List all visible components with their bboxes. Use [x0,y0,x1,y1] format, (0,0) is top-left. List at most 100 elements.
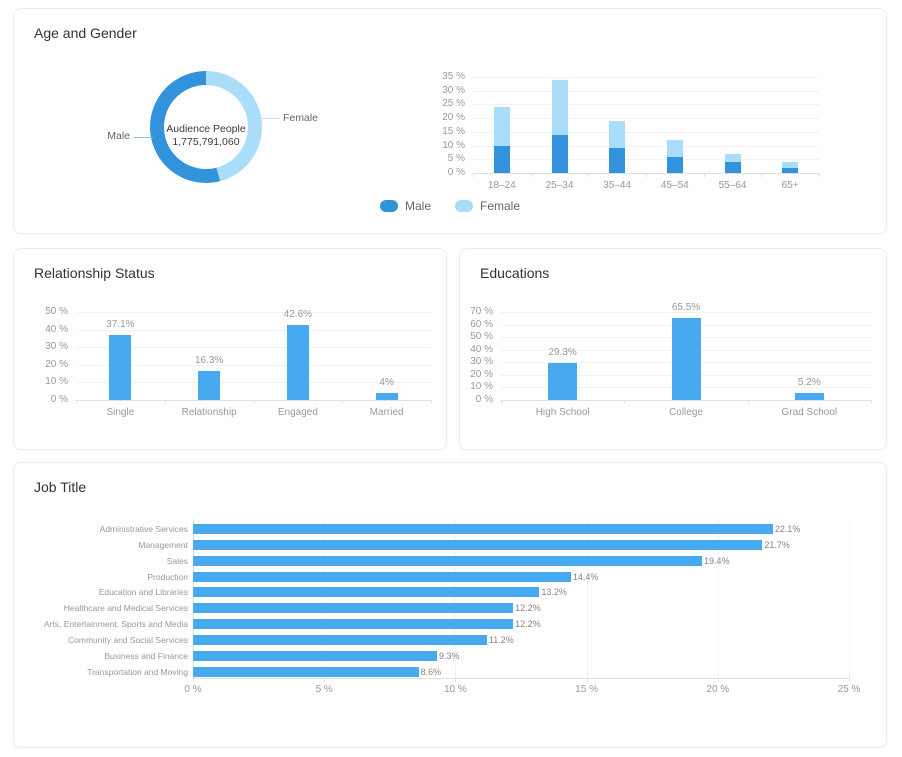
y-axis-tick-label: 60 % [470,318,493,330]
panel-age-and-gender: Age and Gender Audience People 1,775,791… [13,8,887,234]
x-axis-tick [253,400,255,404]
y-axis-tick-label: 20 % [442,112,465,124]
bar-business-and-finance[interactable] [193,650,438,661]
bar-single[interactable] [109,334,132,400]
bar-value-label: 5.2% [797,377,821,389]
y-axis-tick-label: 0 % [50,394,68,405]
gridline [473,145,819,147]
gridline [473,118,819,120]
male-connector-line [134,137,153,138]
panel-relationship-status: Relationship Status 0 % 10 % 20 % 30 % 40 % 5… [13,248,447,450]
x-axis-tick-label: 15 % [575,684,598,695]
x-axis-tick [871,400,872,404]
bar-management[interactable] [193,539,763,550]
bar-male-45-54[interactable] [666,156,683,173]
y-axis-tick-label: 35 % [442,71,465,82]
legend-label-male: Male [404,199,431,213]
x-axis-tick [530,173,532,177]
bar-transportation-and-moving[interactable] [193,666,419,677]
gridline [473,159,819,161]
bar-administrative-services[interactable] [193,524,773,534]
row-label: Management [138,539,188,550]
y-axis-tick-label: 30 % [470,356,493,368]
y-axis-tick-label: 20 % [470,368,493,380]
bar-male-25-34[interactable] [551,134,568,173]
bar-value-label: 21.7% [764,539,790,550]
row-label: Education and Libraries [98,587,188,598]
bar-education-and-libraries[interactable] [193,587,540,598]
bar-male-65+[interactable] [782,167,799,173]
gridline [717,519,719,678]
bar-married[interactable] [375,392,398,400]
bar-relationship[interactable] [198,371,221,400]
row-label: Sales [166,555,188,566]
y-axis-tick-label: 30 % [45,341,68,353]
gridline [76,364,431,366]
legend-item-female[interactable]: Female [455,199,520,213]
bar-college[interactable] [671,317,701,400]
legend-item-male[interactable]: Male [379,199,431,213]
gridline [76,382,431,384]
x-axis-category-label: Single [106,407,135,418]
bar-female-45-54[interactable] [666,140,683,157]
y-axis-tick-label: 0 % [447,167,465,178]
row-label: Administrative Services [99,524,188,534]
row-label: Business and Finance [104,650,188,661]
x-axis-tick [703,173,705,177]
x-axis-tick [588,173,590,177]
bar-value-label: 16.3% [194,355,224,367]
male-swatch [379,200,398,212]
y-axis-tick-label: 15 % [442,125,465,137]
x-axis-category-label: College [669,407,703,418]
donut-label-female: Female [283,112,319,124]
gridline [473,131,819,133]
gender-legend: Male Female [14,199,886,213]
y-axis-tick-label: 10 % [470,381,493,393]
educations-chart: 0 % 10 % 20 % 30 % 40 % 50 % 60 % 70 % 29.3% High… [460,249,886,449]
y-axis-tick-label: 10 % [45,376,68,388]
bar-female-55-64[interactable] [724,153,741,163]
panel-title-relationship-status: Relationship Status [34,265,155,281]
gridline [76,347,431,349]
x-axis-tick [76,400,77,404]
bar-value-label: 19.4% [704,555,730,566]
bar-production[interactable] [193,571,571,582]
bar-value-label: 11.2% [488,634,514,645]
y-axis-line [193,519,194,678]
bar-female-65+[interactable] [782,162,799,168]
x-axis-category-label: Married [369,407,404,418]
gridline [473,104,819,106]
bar-engaged[interactable] [286,325,309,400]
bar-male-18-24[interactable] [493,145,510,173]
bar-female-25-34[interactable] [551,79,568,135]
row-label: Healthcare and Medical Services [63,603,188,614]
bar-community-and-social-services[interactable] [193,634,487,645]
x-axis-category-label: 35–44 [603,180,632,191]
panel-job-title: Job Title 0 % 5 % 10 % 15 % 20 % 25 % Administ… [13,462,887,748]
gridline [76,329,431,331]
bar-value-label: 9.3% [439,650,460,661]
panel-educations: Educations 0 % 10 % 20 % 30 % 40 % 50 % 60 % 70… [459,248,887,450]
gridline [324,519,326,678]
x-axis-tick-label: 0 % [184,684,202,695]
bar-arts-entertainment-sports-and-media[interactable] [193,619,514,630]
bar-female-35-44[interactable] [609,120,626,149]
bar-male-35-44[interactable] [609,148,626,173]
bar-value-label: 65.5% [671,301,701,313]
x-axis-tick [717,678,719,682]
x-axis-category-label: 18–24 [487,180,516,191]
bar-grad-school[interactable] [794,393,824,400]
row-label: Arts, Entertainment, Sports and Media [43,619,188,630]
x-axis-tick [747,400,749,404]
bar-value-label: 29.3% [548,347,577,359]
x-axis-category-label: Grad School [781,407,838,418]
y-axis-tick-label: 50 % [470,331,493,343]
bar-healthcare-and-medical-services[interactable] [193,603,514,614]
bar-sales[interactable] [193,555,703,566]
y-axis-tick-label: 40 % [470,343,493,355]
audience-people-value: 1,775,791,060 [172,136,240,148]
bar-female-18-24[interactable] [493,107,510,146]
bar-high-school[interactable] [548,363,578,400]
bar-male-55-64[interactable] [724,162,741,173]
